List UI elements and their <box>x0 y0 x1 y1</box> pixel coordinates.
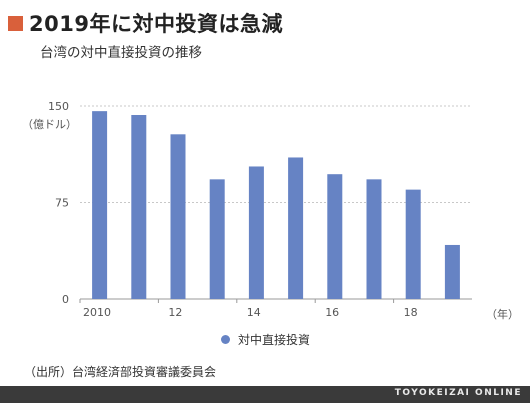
bar <box>327 174 343 299</box>
bar <box>288 157 304 299</box>
legend-marker <box>221 335 230 344</box>
bar <box>366 179 382 299</box>
legend: 対中直接投資 <box>221 331 310 348</box>
y-tick-label: 0 <box>62 293 69 306</box>
x-tick-label: 2010 <box>83 306 111 319</box>
y-axis-unit-label: （億ドル） <box>22 118 77 131</box>
footer-bar: TOYOKEIZAI ONLINE <box>0 386 530 403</box>
x-tick-label: 18 <box>404 306 418 319</box>
bar <box>92 111 108 299</box>
bar <box>444 244 460 299</box>
x-tick-label: 14 <box>247 306 261 319</box>
brand-label: TOYOKEIZAI ONLINE <box>394 388 522 398</box>
title-marker <box>8 15 23 31</box>
bar <box>131 115 147 299</box>
bar <box>170 134 186 299</box>
chart-subtitle: 台湾の対中直接投資の推移 <box>40 45 202 61</box>
y-tick-label: 75 <box>55 197 69 210</box>
bar <box>405 189 421 299</box>
chart-title: 2019年に対中投資は急減 <box>29 12 283 36</box>
bar <box>248 166 264 299</box>
x-axis-unit-label: （年） <box>486 308 519 321</box>
legend-label: 対中直接投資 <box>238 333 311 347</box>
source-note: （出所）台湾経済部投資審議委員会 <box>24 365 217 379</box>
x-tick-label: 16 <box>325 306 339 319</box>
title-row: 2019年に対中投資は急減 <box>8 8 283 38</box>
bar <box>209 179 225 299</box>
y-tick-label: 150 <box>48 100 69 113</box>
x-tick-label: 12 <box>168 306 182 319</box>
